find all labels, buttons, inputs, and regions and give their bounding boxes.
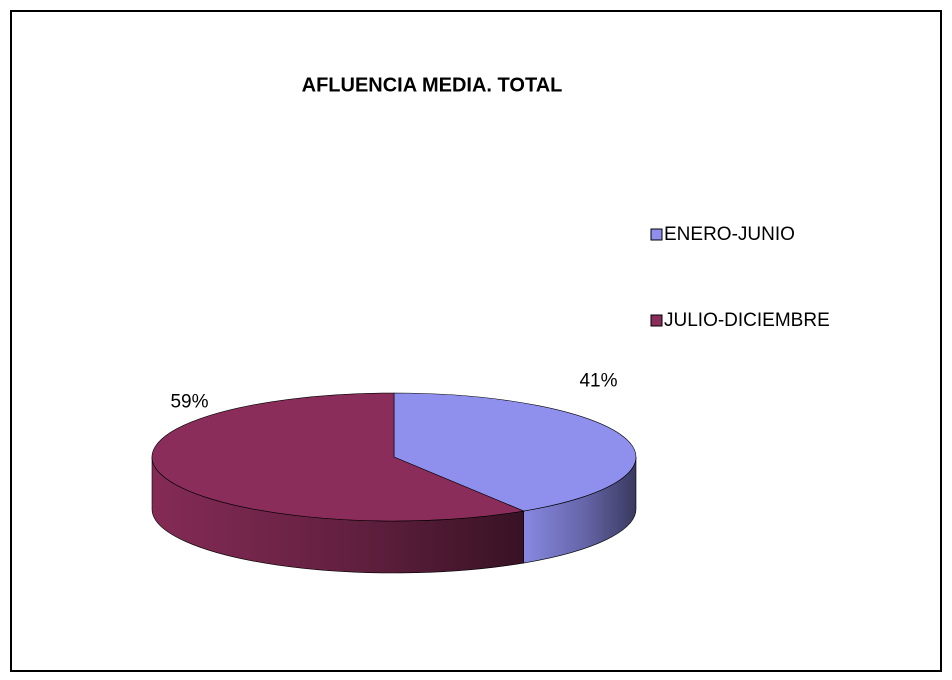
pie-slice bbox=[393, 392, 637, 512]
side-shade bbox=[523, 457, 636, 564]
side-shade bbox=[152, 457, 524, 573]
legend-swatch bbox=[650, 228, 663, 241]
data-label: 59% bbox=[170, 392, 208, 413]
legend-label: ENERO-JUNIO bbox=[664, 224, 795, 245]
pie-slice bbox=[151, 392, 525, 522]
legend-swatch bbox=[650, 314, 663, 327]
legend-label: JULIO-DICIEMBRE bbox=[664, 310, 830, 331]
chart-border bbox=[10, 10, 942, 672]
data-label: 41% bbox=[579, 370, 617, 391]
chart-title: AFLUENCIA MEDIA. TOTAL bbox=[302, 74, 563, 96]
